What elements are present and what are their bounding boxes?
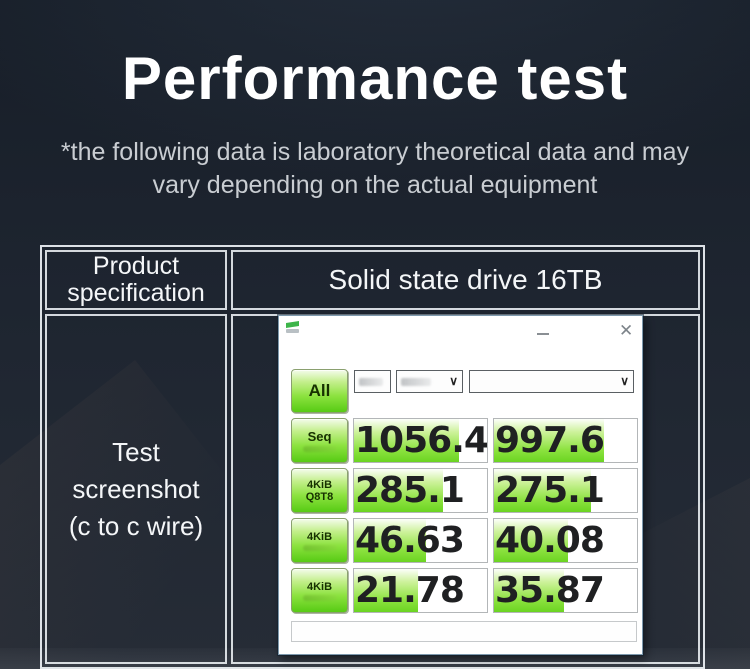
4kib-test-button[interactable]: 4KiB — [291, 568, 348, 613]
result-value: 35.87 — [495, 570, 605, 611]
close-icon[interactable]: ✕ — [619, 321, 634, 340]
4kib-test-button[interactable]: 4KiB — [291, 518, 348, 563]
result-bar-fill — [354, 569, 418, 612]
result-value: 40.08 — [495, 520, 605, 561]
disclaimer-text: *the following data is laboratory theore… — [0, 136, 750, 202]
result-bar-fill — [494, 519, 569, 562]
result-value: 1056.4 — [355, 420, 488, 461]
test-size-select[interactable]: ∨ — [396, 370, 463, 393]
minimize-icon[interactable] — [537, 333, 549, 335]
result-value: 275.1 — [495, 470, 605, 511]
seq-test-button[interactable]: Seq — [291, 418, 348, 463]
blurred-value — [401, 378, 431, 386]
result-cell: 21.78 — [353, 568, 488, 613]
page-title: Performance test — [121, 45, 629, 112]
product-name: Solid state drive 16TB — [328, 264, 603, 295]
blurred-subtext — [302, 544, 337, 551]
result-value: 21.78 — [355, 570, 465, 611]
result-cell: 997.6 — [493, 418, 638, 463]
target-drive-select[interactable]: ∨ — [469, 370, 634, 393]
spec-table: Product specification Solid state drive … — [40, 245, 705, 669]
spec-table-header-left: Product specification — [45, 250, 227, 310]
result-cell: 275.1 — [493, 468, 638, 513]
result-bar-fill — [354, 519, 426, 562]
test-count-select[interactable] — [354, 370, 391, 393]
all-test-button[interactable]: All — [291, 369, 348, 413]
result-bar-fill — [494, 419, 605, 462]
benchmark-window: ✕ All ∨ ∨ Seq 1056.4 997.6 4Ki — [278, 315, 643, 655]
chevron-down-icon: ∨ — [620, 374, 629, 388]
result-value: 285.1 — [355, 470, 465, 511]
result-bar-fill — [354, 419, 460, 462]
result-value: 997.6 — [495, 420, 605, 461]
chevron-down-icon: ∨ — [449, 374, 458, 388]
result-cell: 285.1 — [353, 468, 488, 513]
result-cell: 40.08 — [493, 518, 638, 563]
result-bar-fill — [494, 569, 565, 612]
result-value: 46.63 — [355, 520, 465, 561]
disclaimer-line-1: *the following data is laboratory theore… — [60, 138, 690, 166]
result-bar-fill — [494, 469, 592, 512]
app-logo-icon — [285, 320, 301, 341]
result-cell: 35.87 — [493, 568, 638, 613]
spec-table-header-right: Solid state drive 16TB — [231, 250, 700, 310]
disclaimer-line-2: vary depending on the actual equipment — [152, 171, 598, 199]
result-cell: 1056.4 — [353, 418, 488, 463]
comment-input[interactable] — [291, 621, 637, 642]
blurred-value — [359, 378, 383, 386]
result-bar-fill — [354, 469, 444, 512]
spec-table-label-cell: Test screenshot (c to c wire) — [45, 314, 227, 664]
blurred-subtext — [302, 594, 337, 601]
4kib-q8t8-test-button[interactable]: 4KiB Q8T8 — [291, 468, 348, 513]
blurred-subtext — [302, 446, 337, 452]
result-cell: 46.63 — [353, 518, 488, 563]
